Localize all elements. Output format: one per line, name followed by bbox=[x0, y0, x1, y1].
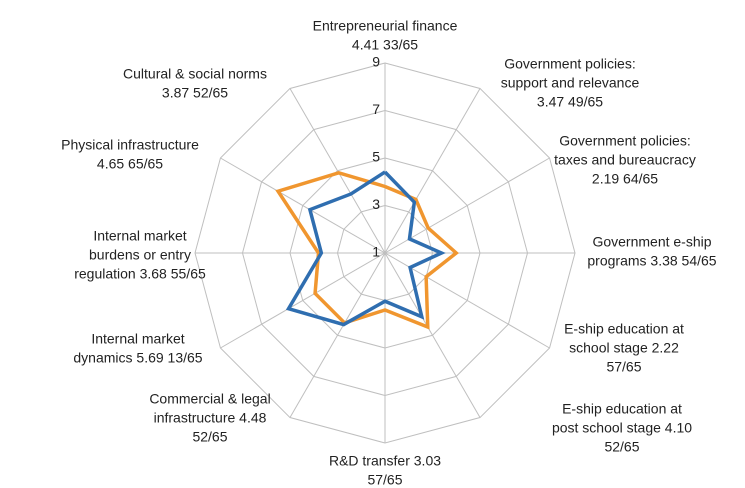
category-label: Physical infrastructure bbox=[61, 137, 199, 153]
category-label: school stage 2.22 bbox=[569, 340, 679, 356]
axis-spoke bbox=[220, 157, 386, 254]
tick-label: 5 bbox=[372, 149, 380, 165]
category-label: Entrepreneurial finance bbox=[313, 18, 458, 34]
axis-spoke bbox=[384, 157, 550, 254]
category-label: 4.65 65/65 bbox=[97, 156, 163, 172]
category-label: Government policies: bbox=[559, 133, 691, 149]
category-label: post school stage 4.10 bbox=[552, 420, 692, 436]
category-label: Internal market bbox=[91, 331, 184, 347]
axis-spoke bbox=[384, 252, 481, 418]
category-label: 4.41 33/65 bbox=[352, 37, 418, 53]
category-label: Government policies: bbox=[504, 56, 636, 72]
category-label: 52/65 bbox=[192, 429, 227, 445]
axis-spoke bbox=[289, 252, 386, 418]
category-label: 2.19 64/65 bbox=[592, 171, 658, 187]
category-label: R&D transfer 3.03 bbox=[329, 453, 441, 469]
category-label: 3.47 49/65 bbox=[537, 94, 603, 110]
category-label: 57/65 bbox=[367, 472, 402, 488]
category-label: dynamics 5.69 13/65 bbox=[73, 350, 202, 366]
tick-label: 1 bbox=[372, 244, 380, 260]
tick-label: 3 bbox=[372, 196, 380, 212]
category-label: taxes and bureaucracy bbox=[554, 152, 696, 168]
series-line bbox=[285, 170, 446, 327]
category-label: regulation 3.68 55/65 bbox=[74, 266, 206, 282]
series-line bbox=[275, 170, 459, 330]
category-label: Internal market bbox=[93, 228, 186, 244]
axis-spoke bbox=[289, 88, 386, 254]
axis-spoke bbox=[220, 252, 386, 349]
category-label: burdens or entry bbox=[89, 247, 191, 263]
category-label: Cultural & social norms bbox=[123, 66, 267, 82]
category-label: Government e-ship bbox=[592, 234, 711, 250]
category-label: support and relevance bbox=[501, 75, 640, 91]
category-label: 3.87 52/65 bbox=[162, 85, 228, 101]
category-label: E-ship education at bbox=[564, 321, 684, 337]
category-label: 57/65 bbox=[606, 359, 641, 375]
category-label: Commercial & legal bbox=[149, 391, 270, 407]
category-label: 52/65 bbox=[604, 439, 639, 455]
category-label: E-ship education at bbox=[562, 401, 682, 417]
tick-label: 9 bbox=[372, 54, 380, 70]
category-label: infrastructure 4.48 bbox=[154, 410, 267, 426]
category-label: programs 3.38 54/65 bbox=[587, 253, 716, 269]
axis-spoke bbox=[384, 252, 550, 349]
tick-label: 7 bbox=[372, 101, 380, 117]
axis-spoke bbox=[384, 88, 481, 254]
